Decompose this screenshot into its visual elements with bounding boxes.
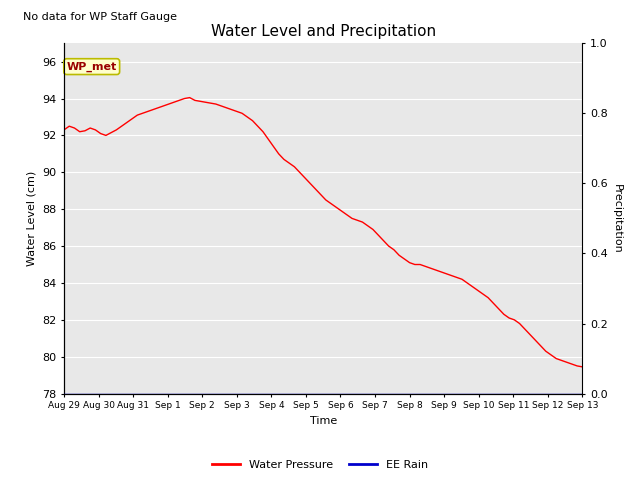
X-axis label: Time: Time — [310, 416, 337, 426]
Text: No data for WP Staff Gauge: No data for WP Staff Gauge — [22, 12, 177, 22]
Y-axis label: Water Level (cm): Water Level (cm) — [26, 171, 36, 266]
Y-axis label: Precipitation: Precipitation — [612, 183, 621, 253]
Title: Water Level and Precipitation: Water Level and Precipitation — [211, 24, 436, 39]
Text: WP_met: WP_met — [67, 61, 117, 72]
Legend: Water Pressure, EE Rain: Water Pressure, EE Rain — [207, 456, 433, 474]
